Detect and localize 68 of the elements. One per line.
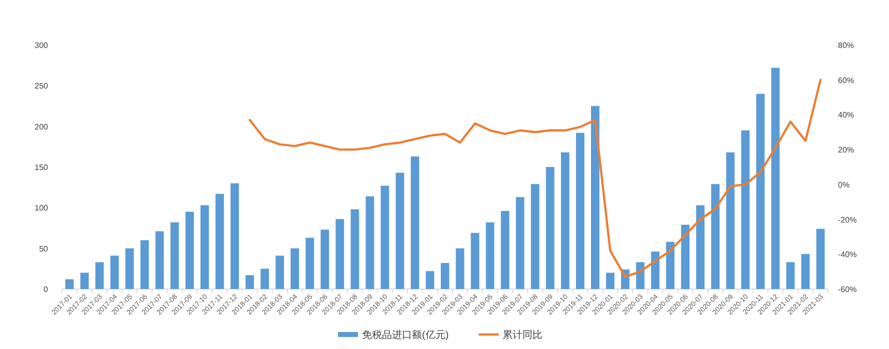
bar [200, 205, 209, 289]
bar [500, 210, 510, 289]
bar [576, 132, 584, 289]
bar [336, 219, 344, 289]
bar [530, 184, 540, 289]
y-tick-label: 200 [34, 122, 49, 132]
bar [546, 167, 554, 289]
bar [65, 279, 74, 289]
bar [410, 156, 420, 289]
line-series [248, 78, 822, 278]
bar [185, 212, 194, 289]
bar [756, 94, 765, 289]
bar [636, 262, 644, 289]
legend-label: 累计同比 [502, 329, 543, 341]
bar [801, 254, 810, 289]
bar [380, 186, 390, 289]
bar [711, 184, 720, 289]
y-tick-label: 0 [44, 285, 49, 294]
bar [95, 262, 104, 289]
bar [440, 262, 450, 289]
bar [726, 152, 735, 289]
bar [170, 222, 179, 289]
bar [216, 194, 224, 289]
y2-tick-label: 60% [838, 76, 854, 85]
bar [276, 256, 284, 289]
legend-label: 免税品进口额(亿元) [362, 329, 449, 341]
bar [560, 152, 570, 289]
bar [350, 209, 360, 289]
bar [741, 130, 750, 289]
bar [80, 272, 89, 289]
y2-tick-label: 20% [838, 146, 854, 155]
bar [306, 238, 314, 289]
bar [396, 172, 404, 289]
bar [516, 197, 524, 289]
bar [320, 230, 330, 289]
y2-tick-label: -60% [838, 285, 857, 294]
y-tick-label: 150 [34, 163, 49, 172]
y2-tick-label: -40% [838, 250, 857, 260]
bar [456, 248, 464, 289]
bar [666, 242, 674, 289]
bar [696, 205, 705, 289]
bar [486, 222, 494, 289]
bar [651, 252, 660, 289]
bar [470, 232, 480, 289]
y2-tick-label: 40% [838, 110, 854, 120]
bar [125, 248, 134, 289]
bar [246, 275, 254, 289]
y2-tick-label: 0% [838, 180, 850, 190]
y-tick-label: 100 [34, 204, 49, 213]
bar [366, 196, 374, 289]
bar [260, 268, 269, 289]
bar [230, 183, 239, 289]
bar [426, 271, 434, 289]
bar [110, 256, 119, 289]
y2-tick-label: 80% [838, 41, 854, 50]
y-tick-label: 50 [39, 244, 49, 254]
bar [290, 248, 300, 289]
bar [816, 228, 825, 289]
bar [140, 240, 149, 289]
bar [590, 106, 600, 289]
y-tick-label: 300 [34, 41, 49, 50]
bar [771, 68, 780, 289]
bar [606, 272, 614, 289]
y2-tick-label: -20% [838, 215, 857, 224]
bar [155, 231, 164, 289]
y-tick-label: 250 [34, 82, 49, 91]
bar [786, 262, 795, 289]
bar [681, 224, 690, 289]
